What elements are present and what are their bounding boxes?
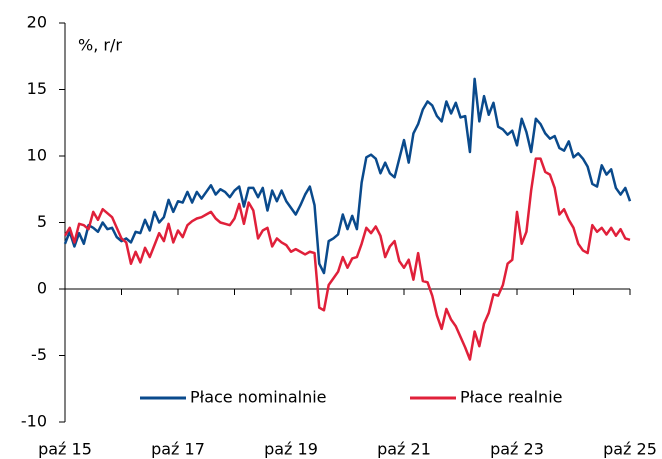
y-axis-label: %, r/r — [78, 36, 122, 55]
x-tick-label: paź 21 — [377, 440, 431, 459]
x-tick-label: paź 23 — [490, 440, 544, 459]
y-tick-label: -5 — [31, 345, 47, 364]
y-tick-label: 10 — [27, 146, 47, 165]
line-series — [63, 77, 632, 275]
y-tick-label: 15 — [27, 79, 47, 98]
line-series — [63, 157, 631, 361]
x-tick-label: paź 17 — [151, 440, 205, 459]
y-tick-label: 5 — [37, 212, 47, 231]
x-tick-label: paź 15 — [38, 440, 92, 459]
x-tick-label: paź 25 — [603, 440, 657, 459]
y-tick-label: 20 — [27, 13, 47, 32]
x-tick-label: paź 19 — [264, 440, 318, 459]
y-tick-label: -10 — [21, 412, 47, 431]
y-tick-label: 0 — [37, 279, 47, 298]
legend-label: Płace realnie — [460, 388, 562, 407]
legend-label: Płace nominalnie — [190, 388, 327, 407]
